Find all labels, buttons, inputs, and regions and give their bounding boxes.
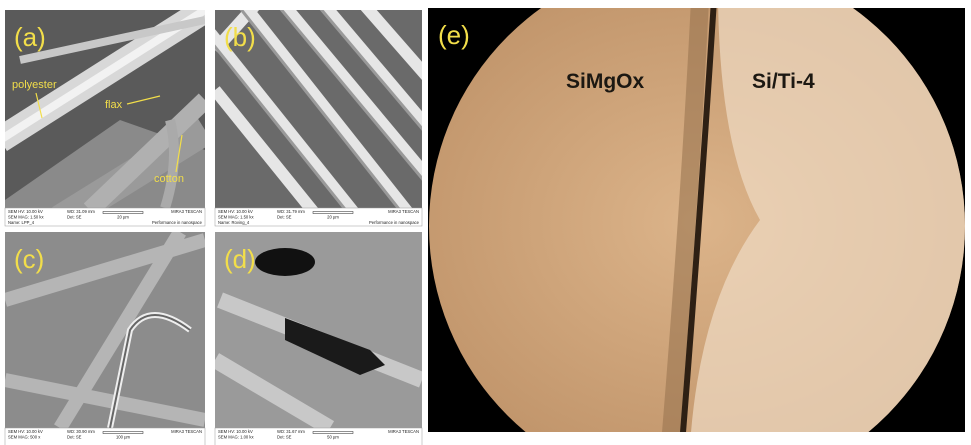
sem-info: 100 µm xyxy=(116,435,131,440)
annotation: flax xyxy=(105,99,123,111)
sem-info: Name: Roving_4 xyxy=(218,220,250,225)
sem-info: WD: 30.90 mm xyxy=(67,429,95,434)
annotation: polyester xyxy=(12,79,57,91)
sem-info: Name: LPP_4 xyxy=(8,220,35,225)
sem-info: MIRA3 TESCAN xyxy=(171,429,202,434)
sem-info: 20 µm xyxy=(327,215,339,220)
sem-info: SEM HV: 10.00 kV xyxy=(218,209,253,214)
sem-info: SEM MAG: 1.00 kx xyxy=(218,435,255,440)
figure: (a) SEM HV: 10.00 kV WD: 31.09 mm MIRA3 TES… xyxy=(0,0,971,445)
sem-info: Det: SE xyxy=(277,215,292,220)
sem-info: SEM MAG: 1.50 kx xyxy=(218,215,255,220)
sem-info: Performance in nanospace xyxy=(152,220,203,225)
sem-info: 50 µm xyxy=(327,435,339,440)
sem-info: WD: 31.09 mm xyxy=(67,209,95,214)
sem-info: Det: SE xyxy=(277,435,292,440)
sem-info: MIRA3 TESCAN xyxy=(171,209,202,214)
sem-info: SEM MAG: 500 x xyxy=(8,435,41,440)
panel-label: (a) xyxy=(14,22,46,52)
sem-info: MIRA3 TESCAN xyxy=(388,429,419,434)
sample-label: SiMgOx xyxy=(566,70,644,93)
panel-label: (e) xyxy=(438,20,470,50)
sample-label: Si/Ti-4 xyxy=(752,70,815,93)
sem-info: 20 µm xyxy=(117,215,129,220)
sem-info: Det: SE xyxy=(67,435,82,440)
panel-label: (d) xyxy=(224,244,256,274)
sem-info: WD: 31.79 mm xyxy=(277,209,305,214)
sem-info: Performance in nanospace xyxy=(369,220,420,225)
sem-info: Det: SE xyxy=(67,215,82,220)
sem-info: MIRA3 TESCAN xyxy=(388,209,419,214)
sem-info: SEM HV: 10.00 kV xyxy=(8,209,43,214)
annotation: cotton xyxy=(154,173,184,185)
panel-label: (c) xyxy=(14,244,44,274)
panel-label: (b) xyxy=(224,22,256,52)
sem-info: WD: 31.67 mm xyxy=(277,429,305,434)
sem-info: SEM HV: 10.00 kV xyxy=(218,429,253,434)
sem-info: SEM MAG: 1.50 kx xyxy=(8,215,45,220)
sem-info: SEM HV: 10.00 kV xyxy=(8,429,43,434)
photo-e xyxy=(428,0,968,445)
